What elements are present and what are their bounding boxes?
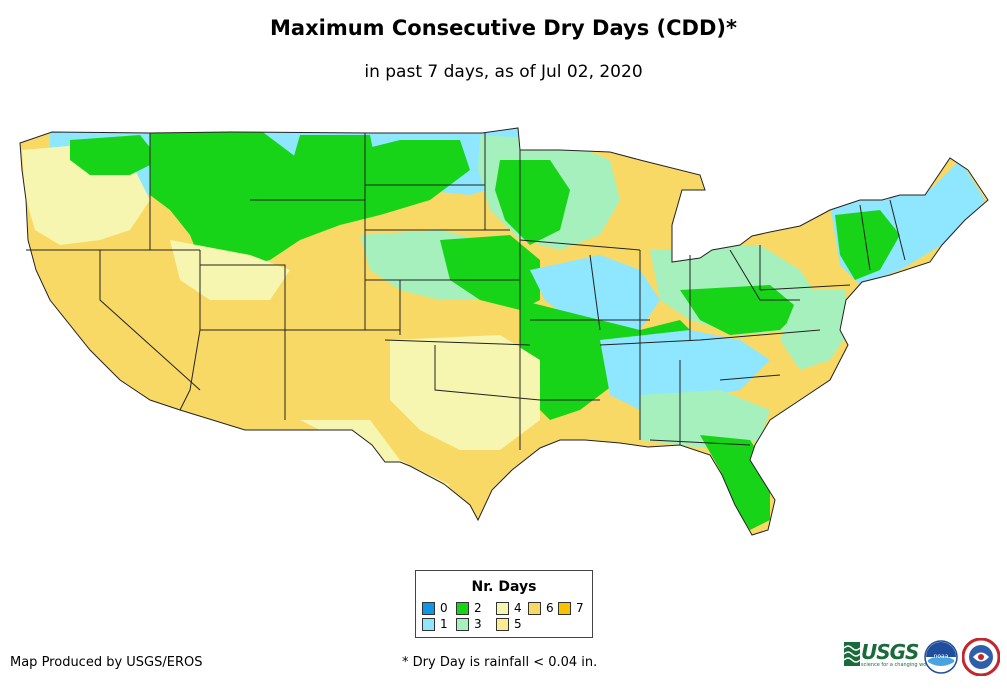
legend-label: 0 (440, 601, 448, 615)
legend-label: 2 (474, 601, 482, 615)
noaa-wordmark: noaa (934, 653, 949, 660)
map-region (440, 235, 540, 310)
map-region (700, 435, 770, 530)
legend-label: 3 (474, 617, 482, 631)
legend-label: 4 (514, 601, 522, 615)
usgs-tagline: science for a changing world (861, 662, 933, 668)
legend-item-3: 3 (456, 617, 482, 631)
legend-label: 1 (440, 617, 448, 631)
legend-label: 7 (576, 601, 584, 615)
legend-swatch (422, 618, 435, 631)
map-region (290, 135, 380, 200)
usgs-wordmark: USGS (861, 640, 919, 664)
legend-swatch (558, 602, 571, 615)
conus-cdd-map (19, 127, 989, 536)
legend: Nr. Days 0 2 4 6 7 1 3 5 (415, 570, 593, 638)
legend-item-6: 6 (528, 601, 554, 615)
map-region (680, 285, 800, 335)
legend-swatch (496, 602, 509, 615)
legend-swatch (496, 618, 509, 631)
legend-item-1: 1 (422, 617, 448, 631)
legend-swatch (422, 602, 435, 615)
footnote: * Dry Day is rainfall < 0.04 in. (402, 655, 598, 670)
map-region (70, 135, 160, 175)
state-borders (19, 127, 989, 536)
nws-logo-icon (962, 638, 1000, 676)
legend-item-2: 2 (456, 601, 482, 615)
map-region (600, 330, 770, 410)
legend-swatch (528, 602, 541, 615)
usgs-wave-icon (844, 642, 860, 666)
usgs-logo: USGS science for a changing world (844, 640, 933, 670)
map-credit: Map Produced by USGS/EROS (10, 655, 203, 670)
legend-label: 6 (546, 601, 554, 615)
map-title: Maximum Consecutive Dry Days (CDD)* (270, 16, 737, 40)
legend-swatch (456, 602, 469, 615)
noaa-logo-icon: noaa (924, 640, 958, 674)
legend-item-5: 5 (496, 617, 522, 631)
legend-item-7: 7 (558, 601, 584, 615)
legend-title: Nr. Days (471, 579, 537, 595)
legend-item-0: 0 (422, 601, 448, 615)
map-region (640, 390, 770, 450)
map-region (495, 160, 570, 245)
map-region (835, 210, 900, 280)
legend-swatch (456, 618, 469, 631)
legend-item-4: 4 (496, 601, 522, 615)
legend-label: 5 (514, 617, 522, 631)
map-subtitle: in past 7 days, as of Jul 02, 2020 (364, 62, 643, 82)
